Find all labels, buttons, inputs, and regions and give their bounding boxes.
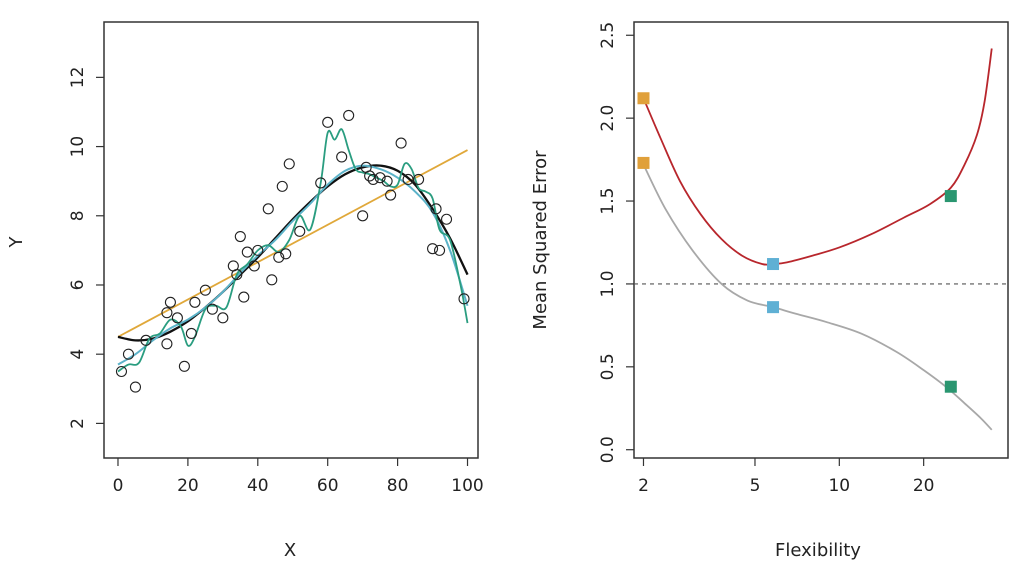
data-point bbox=[206, 303, 218, 315]
data-point bbox=[266, 274, 278, 286]
data-point bbox=[315, 177, 327, 189]
data-point bbox=[140, 334, 152, 346]
data-point bbox=[262, 203, 274, 215]
right-plot-content: 2 5 10 20 0.0 0.5 1.0 1.5 2.0 2.5 bbox=[598, 22, 1008, 496]
training-mse-curve bbox=[642, 164, 993, 431]
right-y-tick-label: 1.5 bbox=[598, 188, 618, 215]
data-point bbox=[395, 137, 407, 149]
true-function-line bbox=[117, 164, 469, 342]
data-point bbox=[430, 203, 442, 215]
data-point bbox=[248, 260, 260, 272]
data-point bbox=[234, 230, 246, 243]
data-point bbox=[381, 175, 393, 187]
data-point bbox=[122, 348, 135, 360]
mse-marker-square bbox=[944, 190, 957, 203]
left-x-axis-title: X bbox=[284, 540, 296, 561]
left-y-tick-label: 6 bbox=[68, 280, 88, 291]
data-point bbox=[164, 296, 176, 308]
left-x-tick-label: 80 bbox=[387, 476, 409, 496]
data-point bbox=[280, 248, 292, 260]
data-point bbox=[322, 116, 334, 128]
data-point bbox=[283, 158, 295, 170]
mse-marker-square bbox=[944, 380, 957, 393]
right-y-tick-label: 0.5 bbox=[598, 353, 618, 380]
right-y-axis-title: Mean Squared Error bbox=[530, 150, 551, 330]
right-x-tick-label: 20 bbox=[913, 476, 935, 496]
flexible-spline-line bbox=[117, 128, 469, 373]
right-x-tick-label: 5 bbox=[750, 476, 761, 496]
right-y-tick-label: 1.0 bbox=[598, 270, 618, 297]
right-x-tick-label: 2 bbox=[638, 476, 649, 496]
moderate-spline-line bbox=[117, 164, 469, 366]
data-point bbox=[458, 293, 470, 305]
data-point bbox=[171, 312, 183, 324]
linear-fit-line bbox=[117, 149, 468, 338]
test-mse-curve bbox=[642, 48, 993, 266]
data-point bbox=[413, 173, 425, 185]
left-chart-fit: 0 20 40 60 80 100 2 4 6 8 10 12 X Y bbox=[6, 21, 484, 561]
data-point bbox=[231, 269, 243, 281]
data-point bbox=[336, 151, 348, 163]
data-point bbox=[343, 109, 355, 121]
data-point bbox=[199, 284, 211, 296]
left-x-tick-label: 40 bbox=[247, 476, 269, 496]
left-x-tick-label: 0 bbox=[113, 476, 124, 496]
data-point bbox=[189, 296, 201, 308]
data-point bbox=[385, 189, 397, 201]
right-y-tick-label: 2.0 bbox=[598, 105, 618, 132]
data-point bbox=[178, 360, 190, 372]
data-point bbox=[294, 225, 306, 237]
data-point bbox=[185, 327, 197, 339]
data-point bbox=[357, 210, 369, 222]
left-y-tick-label: 8 bbox=[68, 210, 88, 221]
right-y-tick-label: 2.5 bbox=[598, 22, 618, 49]
left-y-tick-label: 4 bbox=[68, 349, 88, 360]
data-point bbox=[440, 213, 453, 225]
data-point bbox=[161, 338, 173, 350]
data-point bbox=[427, 243, 439, 255]
data-point bbox=[129, 381, 142, 393]
data-point bbox=[273, 251, 285, 263]
left-x-tick-label: 20 bbox=[177, 476, 199, 496]
mse-marker-square bbox=[637, 92, 650, 105]
right-x-tick-label: 10 bbox=[828, 476, 850, 496]
right-y-tick-label: 0.0 bbox=[598, 436, 618, 463]
right-plot-frame bbox=[633, 21, 1009, 459]
right-chart-mse: 2 5 10 20 0.0 0.5 1.0 1.5 2.0 2.5 Flexibility Mea… bbox=[530, 21, 1009, 561]
data-point bbox=[364, 170, 376, 182]
data-point bbox=[238, 291, 250, 303]
left-plot-frame bbox=[103, 21, 479, 459]
data-point bbox=[276, 180, 288, 192]
data-point bbox=[434, 244, 446, 256]
data-point bbox=[252, 244, 264, 256]
left-plot-content: 0 20 40 60 80 100 2 4 6 8 10 12 bbox=[68, 67, 484, 496]
data-point bbox=[217, 312, 229, 324]
left-y-tick-label: 12 bbox=[68, 67, 88, 89]
left-y-tick-label: 10 bbox=[68, 136, 88, 158]
left-y-axis-title: Y bbox=[6, 236, 27, 249]
left-x-tick-label: 60 bbox=[317, 476, 339, 496]
left-y-tick-label: 2 bbox=[68, 418, 88, 429]
data-point bbox=[241, 246, 253, 258]
mse-marker-square bbox=[767, 301, 780, 314]
mse-marker-square bbox=[637, 156, 650, 169]
data-point bbox=[374, 172, 386, 184]
data-point bbox=[115, 365, 128, 378]
left-x-tick-label: 100 bbox=[451, 476, 483, 496]
right-x-axis-title: Flexibility bbox=[775, 540, 861, 561]
mse-marker-square bbox=[767, 258, 780, 271]
data-point bbox=[367, 173, 379, 185]
data-point bbox=[161, 307, 173, 319]
